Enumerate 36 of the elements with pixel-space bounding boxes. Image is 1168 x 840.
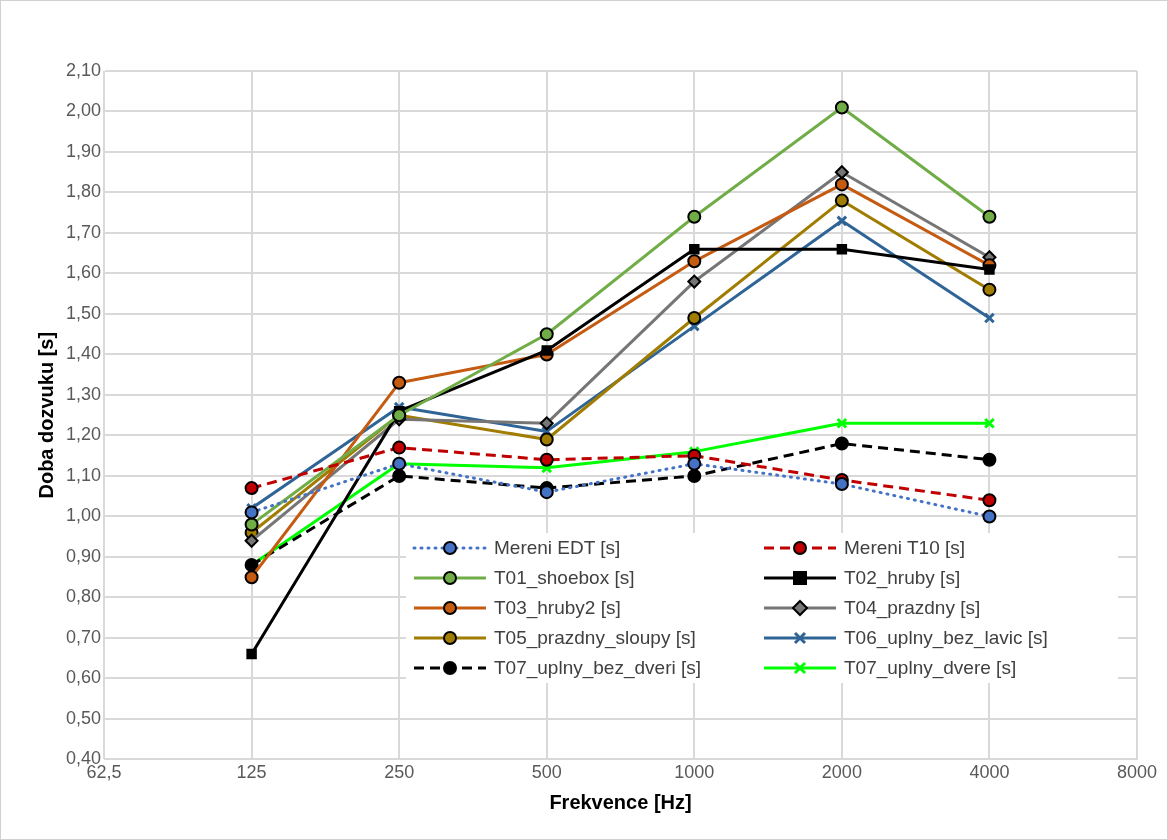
legend-label: T07_uplny_dvere [s] <box>844 657 1017 679</box>
y-tick-label: 1,90 <box>65 140 102 161</box>
y-tick-label: 0,50 <box>65 707 102 728</box>
y-tick-label: 1,00 <box>65 505 102 526</box>
legend-label: T04_prazdny [s] <box>844 597 981 619</box>
x-tick-label: 4000 <box>969 762 1010 783</box>
y-tick-label: 1,70 <box>65 221 102 242</box>
legend-label: T03_hruby2 [s] <box>494 597 621 619</box>
legend-label: T01_shoebox [s] <box>494 567 635 589</box>
legend-label: Mereni T10 [s] <box>844 537 966 559</box>
legend-label: T06_uplny_bez_lavic [s] <box>844 627 1048 649</box>
x-tick-label: 125 <box>236 762 267 783</box>
x-tick-label: 250 <box>384 762 415 783</box>
y-tick-label: 1,60 <box>65 262 102 283</box>
x-axis-title: Frekvence [Hz] <box>549 790 692 813</box>
y-tick-label: 1,20 <box>65 424 102 445</box>
y-tick-label: 1,10 <box>65 464 102 485</box>
x-tick-label: 1000 <box>674 762 715 783</box>
y-tick-label: 0,60 <box>65 667 102 688</box>
y-tick-label: 1,80 <box>65 181 102 202</box>
y-tick-label: 2,10 <box>65 59 102 80</box>
legend-label: T05_prazdny_sloupy [s] <box>494 627 696 649</box>
y-axis-title: Doba dozvuku [s] <box>34 331 57 499</box>
y-tick-label: 2,00 <box>65 100 102 121</box>
legend-label: T07_uplny_bez_dveri [s] <box>494 657 702 679</box>
y-tick-label: 0,70 <box>65 626 102 647</box>
y-tick-label: 0,80 <box>65 586 102 607</box>
y-tick-label: 1,50 <box>65 302 102 323</box>
legend-label: Mereni EDT [s] <box>494 537 621 559</box>
y-tick-label: 1,40 <box>65 343 102 364</box>
legend-label: T02_hruby [s] <box>844 567 961 589</box>
x-tick-label: 8000 <box>1116 762 1158 783</box>
y-tick-label: 0,90 <box>65 545 102 566</box>
x-tick-label: 2000 <box>821 762 862 783</box>
x-tick-label: 500 <box>531 762 562 783</box>
y-tick-label: 1,30 <box>65 383 102 404</box>
